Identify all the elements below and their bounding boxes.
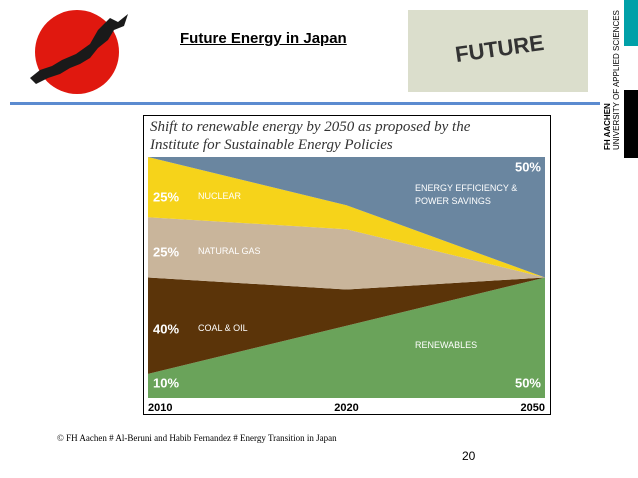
value-label: 10% <box>153 375 179 390</box>
footer: © FH Aachen # Al-Beruni and Habib Fernan… <box>57 433 337 443</box>
teal-block <box>624 0 638 46</box>
divider <box>10 102 600 105</box>
x-tick-label: 2020 <box>334 402 358 414</box>
series-label-box: ENERGY EFFICIENCY & POWER SAVINGS <box>415 183 518 206</box>
chart-title: Shift to renewable energy by 2050 as pro… <box>150 119 471 153</box>
series-label-box: COAL & OIL <box>198 323 248 333</box>
series-label: NUCLEAR <box>198 191 242 201</box>
value-label: 25% <box>153 244 179 259</box>
series-label: COAL & OIL <box>198 323 248 333</box>
area <box>148 217 545 290</box>
page-number: 20 <box>462 449 476 463</box>
series-label-box: NATURAL GAS <box>198 246 261 256</box>
x-tick-label: 2010 <box>148 402 172 414</box>
value-label: 50% <box>515 159 541 174</box>
series-label-box: RENEWABLES <box>415 340 478 350</box>
value-label: 40% <box>153 321 179 336</box>
x-tick-label: 2050 <box>521 402 545 414</box>
photo-light <box>408 10 588 92</box>
area <box>148 157 545 278</box>
area <box>148 277 545 374</box>
value-label: 25% <box>153 189 179 204</box>
value-label: 50% <box>515 375 541 390</box>
area <box>148 157 545 278</box>
japan-map <box>30 14 128 84</box>
logo-bar <box>624 90 638 158</box>
series-label: NATURAL GAS <box>198 246 261 256</box>
chart-frame <box>143 115 551 415</box>
series-label-box: NUCLEAR <box>198 191 242 201</box>
series-label: RENEWABLES <box>415 340 478 350</box>
series-label: ENERGY EFFICIENCY & POWER SAVINGS <box>415 183 518 206</box>
area <box>148 277 545 398</box>
slide-title: Future Energy in Japan <box>180 30 347 47</box>
